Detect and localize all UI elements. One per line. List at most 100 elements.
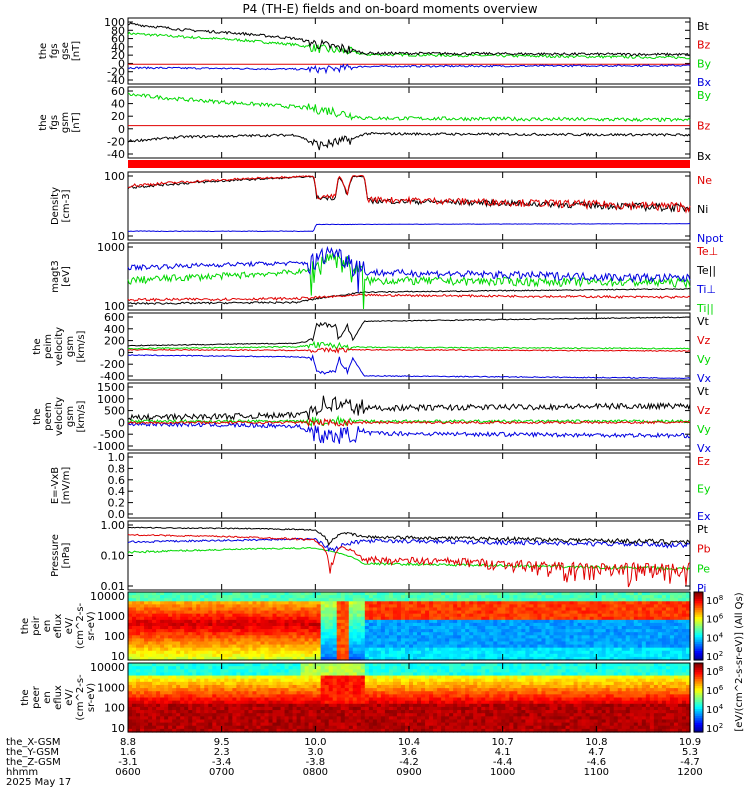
spectrogram-cell	[364, 619, 370, 624]
spectrogram-cell	[300, 725, 306, 730]
spectrogram-cell	[485, 626, 490, 630]
spectrogram-cell	[248, 713, 254, 717]
spectrogram-cell	[304, 610, 310, 615]
spectrogram-cell	[156, 629, 161, 633]
spectrogram-cell	[332, 644, 338, 649]
spectrogram-cell	[529, 644, 535, 649]
spectrogram-cell	[184, 638, 189, 643]
spectrogram-cell	[208, 595, 213, 599]
y-axis-label: eflux	[53, 685, 64, 710]
spectrogram-cell	[212, 688, 217, 692]
spectrogram-cell	[388, 663, 394, 667]
spectrogram-cell	[328, 601, 334, 605]
spectrogram-cell	[344, 703, 350, 708]
spectrogram-cell	[569, 644, 575, 649]
spectrogram-cell	[400, 681, 406, 686]
spectrogram-cell	[152, 610, 157, 615]
spectrogram-cell	[629, 650, 635, 655]
spectrogram-cell	[409, 613, 414, 618]
spectrogram-cell	[633, 644, 639, 649]
spectrogram-cell	[621, 641, 627, 646]
spectrogram-cell	[144, 675, 149, 680]
peir-spectrogram	[128, 592, 691, 661]
spectrogram-cell	[324, 598, 330, 602]
spectrogram-cell	[360, 722, 366, 727]
spectrogram-cell	[477, 632, 482, 636]
spectrogram-cell	[160, 610, 165, 615]
spectrogram-cell	[160, 703, 165, 708]
spectrogram-cell	[473, 619, 478, 624]
spectrogram-cell	[573, 641, 579, 646]
spectrogram-cell	[497, 607, 502, 612]
spectrogram-cell	[252, 650, 258, 655]
spectrogram-cell	[132, 663, 137, 667]
spectrogram-cell	[160, 650, 165, 655]
spectrogram-cell	[529, 647, 535, 652]
spectrogram-cell	[541, 610, 547, 615]
spectrogram-cell	[320, 616, 326, 621]
spectrogram-cell	[657, 653, 663, 658]
spectrogram-cell	[685, 622, 691, 627]
spectrogram-cell	[529, 598, 535, 602]
spectrogram-cell	[156, 626, 161, 630]
spectrogram-cell	[585, 604, 591, 609]
spectrogram-cell	[421, 592, 426, 596]
spectrogram-cell	[216, 688, 221, 692]
spectrogram-cell	[396, 641, 402, 646]
y-axis-label: en	[42, 691, 53, 704]
spectrogram-cell	[653, 619, 659, 624]
spectrogram-cell	[280, 622, 286, 627]
spectrogram-cell	[176, 616, 181, 621]
spectrogram-cell	[685, 607, 691, 612]
spectrogram-cell	[633, 641, 639, 646]
spectrogram-cell	[497, 619, 502, 624]
spectrogram-cell	[236, 613, 241, 618]
spectrogram-cell	[200, 675, 205, 680]
spectrogram-cell	[396, 675, 402, 680]
spectrogram-cell	[425, 626, 430, 630]
spectrogram-cell	[376, 638, 382, 643]
spectrogram-cell	[220, 626, 225, 630]
y-tick-label: 60	[111, 85, 125, 98]
spectrogram-cell	[605, 656, 611, 661]
spectrogram-cell	[553, 622, 559, 627]
spectrogram-cell	[192, 632, 197, 636]
spectrogram-cell	[328, 700, 334, 705]
spectrogram-cell	[292, 728, 298, 733]
spectrogram-cell	[144, 700, 149, 705]
spectrogram-cell	[228, 672, 233, 677]
spectrogram-cell	[525, 650, 531, 655]
spectrogram-cell	[525, 647, 531, 652]
spectrogram-cell	[481, 656, 486, 661]
spectrogram-cell	[344, 592, 350, 596]
spectrogram-cell	[180, 638, 185, 643]
spectrogram-cell	[192, 728, 197, 733]
spectrogram-cell	[136, 616, 141, 621]
spectrogram-cell	[641, 595, 647, 599]
spectrogram-cell	[144, 610, 149, 615]
spectrogram-cell	[677, 644, 683, 649]
spectrogram-cell	[268, 632, 274, 636]
spectrogram-cell	[296, 653, 302, 658]
spectrogram-cell	[188, 710, 193, 714]
spectrogram-cell	[681, 604, 687, 609]
spectrogram-cell	[160, 641, 165, 646]
spectrogram-cell	[128, 713, 133, 717]
spectrogram-cell	[260, 703, 266, 708]
spectrogram-cell	[220, 691, 225, 695]
spectrogram-cell	[461, 644, 466, 649]
spectrogram-cell	[396, 706, 402, 711]
spectrogram-cell	[192, 598, 197, 602]
spectrogram-cell	[645, 601, 651, 605]
spectrogram-cell	[272, 656, 278, 661]
spectrogram-cell	[152, 626, 157, 630]
spectrogram-cell	[224, 635, 229, 639]
spectrogram-cell	[240, 663, 246, 667]
spectrogram-cell	[541, 601, 547, 605]
spectrogram-cell	[156, 632, 161, 636]
spectrogram-cell	[493, 592, 498, 596]
spectrogram-cell	[336, 610, 342, 615]
spectrogram-cell	[597, 626, 603, 630]
spectrogram-cell	[585, 632, 591, 636]
spectrogram-cell	[184, 703, 189, 708]
